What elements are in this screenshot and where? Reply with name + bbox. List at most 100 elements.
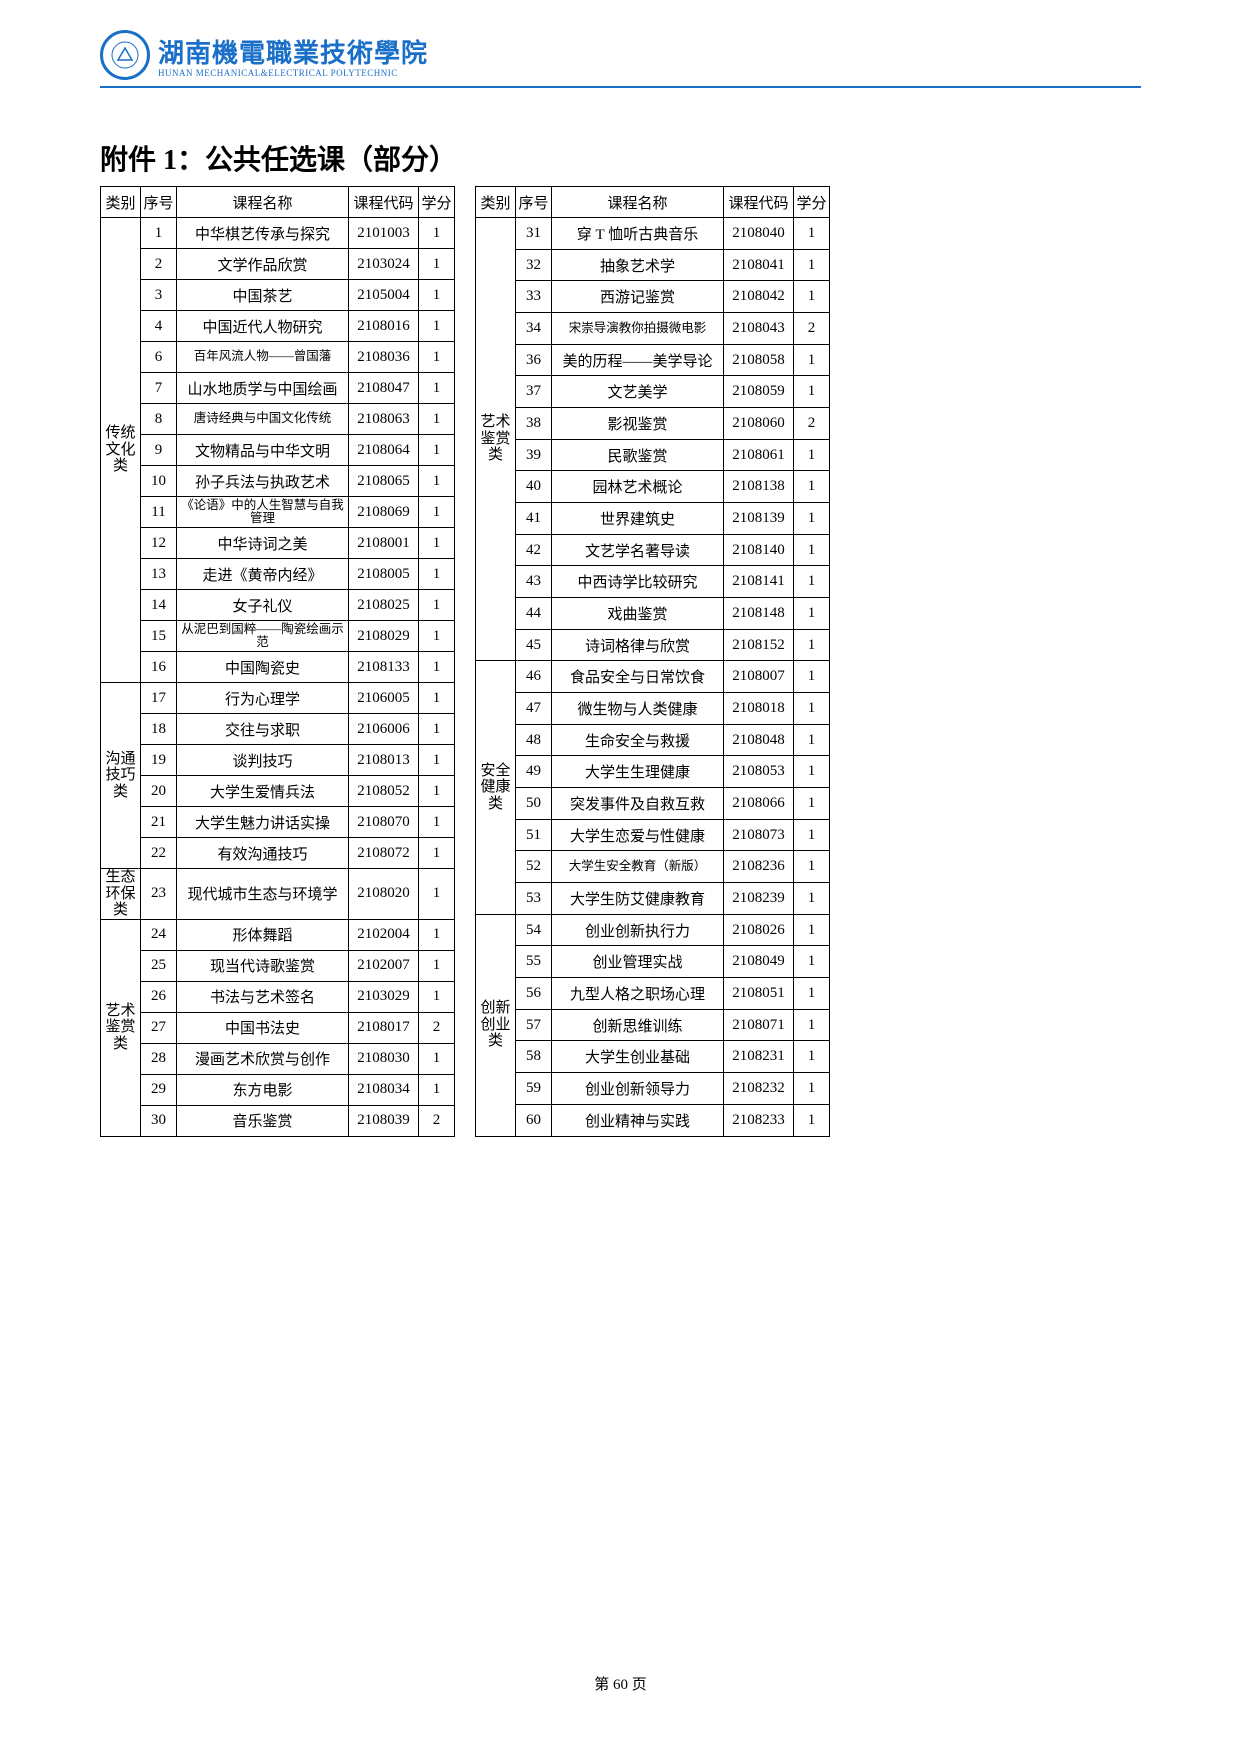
table-row: 59创业创新领导力21082321 [476,1073,830,1105]
credit-cell: 1 [419,280,455,311]
index-cell: 28 [141,1043,177,1074]
course-name-cell: 行为心理学 [177,683,349,714]
credit-cell: 1 [419,683,455,714]
index-cell: 7 [141,373,177,404]
index-cell: 18 [141,714,177,745]
index-cell: 50 [516,788,552,820]
credit-cell: 1 [794,344,830,376]
index-cell: 40 [516,471,552,503]
course-code-cell: 2108232 [724,1073,794,1105]
index-cell: 26 [141,981,177,1012]
course-code-cell: 2108005 [349,559,419,590]
course-code-cell: 2102007 [349,950,419,981]
course-code-cell: 2108231 [724,1041,794,1073]
index-cell: 34 [516,313,552,345]
course-code-cell: 2108026 [724,914,794,946]
credit-cell: 1 [419,652,455,683]
index-cell: 43 [516,566,552,598]
category-cell: 生态环保类 [101,869,141,920]
course-code-cell: 2108018 [724,693,794,725]
course-code-cell: 2108036 [349,342,419,373]
course-code-cell: 2103024 [349,249,419,280]
credit-cell: 1 [794,946,830,978]
course-code-cell: 2108066 [724,788,794,820]
table-row: 22有效沟通技巧21080721 [101,838,455,869]
school-logo [100,30,150,80]
table-row: 14女子礼仪21080251 [101,590,455,621]
credit-cell: 1 [794,218,830,250]
table-row: 生态环保类23现代城市生态与环境学21080201 [101,869,455,920]
table-row: 45诗词格律与欣赏21081521 [476,629,830,661]
index-cell: 25 [141,950,177,981]
index-cell: 46 [516,661,552,693]
index-cell: 55 [516,946,552,978]
category-cell: 安全健康类 [476,661,516,914]
table-row: 52大学生安全教育（新版）21082361 [476,851,830,883]
credit-cell: 1 [794,788,830,820]
index-cell: 27 [141,1012,177,1043]
course-name-cell: 西游记鉴赏 [552,281,724,313]
course-code-cell: 2108133 [349,652,419,683]
credit-cell: 1 [419,1074,455,1105]
credit-cell: 1 [419,807,455,838]
course-name-cell: 大学生爱情兵法 [177,776,349,807]
table-row: 30音乐鉴赏21080392 [101,1105,455,1136]
credit-cell: 1 [794,978,830,1010]
course-name-cell: 东方电影 [177,1074,349,1105]
table-row: 49大学生生理健康21080531 [476,756,830,788]
course-name-cell: 生命安全与救援 [552,724,724,756]
course-name-cell: 创业创新领导力 [552,1073,724,1105]
index-cell: 53 [516,883,552,915]
course-name-cell: 创新思维训练 [552,1009,724,1041]
course-code-cell: 2108013 [349,745,419,776]
col-category: 类别 [101,187,141,218]
credit-cell: 1 [794,1041,830,1073]
index-cell: 9 [141,435,177,466]
table-row: 55创业管理实战21080491 [476,946,830,978]
school-name-cn: 湖南機電職業技術學院 [158,33,428,70]
index-cell: 10 [141,466,177,497]
credit-cell: 1 [419,249,455,280]
course-code-cell: 2108141 [724,566,794,598]
table-row: 6百年风流人物——曾国藩21080361 [101,342,455,373]
course-table-left: 类别 序号 课程名称 课程代码 学分 传统文化类1中华棋艺传承与探究210100… [100,186,455,1137]
course-code-cell: 2108029 [349,621,419,652]
category-cell: 创新创业类 [476,914,516,1136]
course-code-cell: 2108060 [724,408,794,440]
table-row: 艺术鉴赏类31穿 T 恤听古典音乐21080401 [476,218,830,250]
credit-cell: 1 [419,838,455,869]
index-cell: 30 [141,1105,177,1136]
credit-cell: 1 [419,497,455,528]
credit-cell: 1 [419,869,455,920]
table-row: 9文物精品与中华文明21080641 [101,435,455,466]
course-name-cell: 园林艺术概论 [552,471,724,503]
table-row: 11《论语》中的人生智慧与自我管理21080691 [101,497,455,528]
credit-cell: 1 [419,559,455,590]
course-code-cell: 2105004 [349,280,419,311]
index-cell: 47 [516,693,552,725]
page: 湖南機電職業技術學院 HUNAN MECHANICAL&ELECTRICAL P… [0,0,1241,1754]
category-cell: 艺术鉴赏类 [476,218,516,661]
course-name-cell: 大学生安全教育（新版） [552,851,724,883]
course-name-cell: 食品安全与日常饮食 [552,661,724,693]
index-cell: 37 [516,376,552,408]
credit-cell: 1 [794,439,830,471]
category-cell: 传统文化类 [101,218,141,683]
course-code-cell: 2108072 [349,838,419,869]
course-name-cell: 走进《黄帝内经》 [177,559,349,590]
course-code-cell: 2108052 [349,776,419,807]
index-cell: 14 [141,590,177,621]
course-code-cell: 2108236 [724,851,794,883]
course-code-cell: 2108042 [724,281,794,313]
course-name-cell: 微生物与人类健康 [552,693,724,725]
table-row: 39民歌鉴赏21080611 [476,439,830,471]
index-cell: 42 [516,534,552,566]
course-code-cell: 2108063 [349,404,419,435]
course-name-cell: 中国茶艺 [177,280,349,311]
credit-cell: 1 [794,471,830,503]
credit-cell: 1 [419,342,455,373]
course-name-cell: 谈判技巧 [177,745,349,776]
credit-cell: 2 [794,313,830,345]
index-cell: 56 [516,978,552,1010]
table-row: 传统文化类1中华棋艺传承与探究21010031 [101,218,455,249]
